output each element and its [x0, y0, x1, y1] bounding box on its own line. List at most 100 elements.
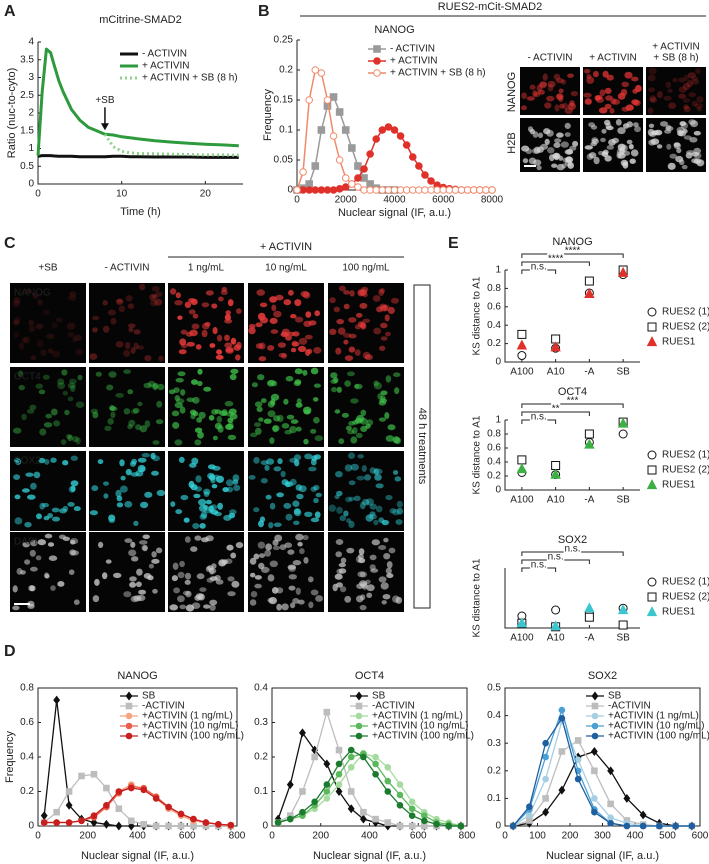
axis: [504, 568, 640, 629]
nucleus: [269, 502, 276, 510]
legend-label: +ACTIVIN (1 ng/mL): [142, 711, 233, 722]
y-tick-label: 0.15: [274, 95, 294, 106]
nucleus: [294, 379, 302, 385]
nucleus: [265, 494, 272, 500]
nucleus: [561, 163, 567, 169]
nucleus: [273, 522, 282, 528]
x-tick-label: 100: [529, 831, 546, 842]
nucleus: [135, 581, 142, 588]
nucleus: [350, 398, 359, 404]
nucleus: [271, 587, 279, 594]
nucleus: [283, 299, 292, 306]
marker: [550, 468, 561, 479]
y-tick-label: 3: [28, 72, 34, 83]
y-tick-label: 0.5: [20, 161, 34, 172]
nucleus: [26, 409, 35, 414]
marker: [78, 817, 85, 825]
nucleus: [67, 295, 77, 301]
legend-label: RUES1: [662, 337, 696, 348]
nucleus: [336, 318, 345, 325]
marker: [125, 722, 133, 730]
nucleus: [12, 605, 20, 611]
nucleus: [298, 337, 308, 345]
nucleus: [98, 541, 104, 549]
nucleus: [385, 375, 392, 383]
marker: [516, 617, 528, 628]
nucleus: [47, 348, 54, 354]
marker: [542, 795, 549, 802]
nucleus: [647, 107, 654, 114]
nucleus: [360, 501, 366, 510]
nucleus: [302, 534, 309, 541]
nucleus: [683, 106, 691, 113]
series-line: [44, 787, 231, 826]
nucleus: [124, 342, 131, 350]
nucleus: [380, 582, 389, 590]
nucleus: [609, 108, 615, 114]
series-line: [103, 133, 239, 157]
nucleus: [115, 392, 124, 398]
nucleus: [313, 497, 319, 504]
nucleus: [188, 298, 196, 303]
marker: [115, 788, 123, 795]
nucleus: [357, 289, 365, 297]
nucleus: [250, 591, 258, 598]
marker: [396, 132, 405, 140]
marker: [656, 822, 663, 830]
micrograph: [89, 451, 165, 531]
nucleus: [668, 102, 676, 109]
nucleus: [602, 149, 609, 155]
nucleus: [348, 452, 355, 460]
nucleus: [199, 514, 207, 520]
micrograph: [328, 367, 404, 447]
nucleus: [308, 601, 314, 609]
nucleus: [194, 427, 203, 433]
marker: [517, 351, 527, 361]
nucleus: [362, 351, 371, 359]
nucleus: [313, 484, 320, 491]
nucleus: [267, 574, 275, 582]
nucleus: [310, 458, 317, 466]
nucleus: [42, 309, 51, 316]
nucleus: [61, 369, 68, 376]
marker: [542, 807, 550, 817]
nucleus: [604, 103, 612, 110]
nucleus: [191, 323, 200, 330]
nucleus: [273, 466, 282, 472]
nucleus: [392, 436, 400, 444]
y-axis-label: KS distance to A1: [472, 415, 483, 494]
nucleus: [543, 128, 551, 135]
row-label: NANOG: [506, 72, 518, 112]
nucleus: [194, 486, 202, 492]
nucleus: [232, 474, 240, 482]
nucleus: [649, 97, 658, 103]
nucleus: [35, 555, 42, 561]
nucleus: [556, 163, 565, 171]
nucleus: [186, 397, 195, 403]
marker: [639, 822, 647, 830]
nucleus: [695, 68, 701, 74]
marker: [396, 802, 404, 809]
nucleus: [233, 344, 241, 351]
nucleus: [37, 299, 43, 306]
nucleus: [141, 544, 148, 551]
nucleus: [180, 389, 186, 396]
nucleus: [359, 417, 368, 425]
nucleus: [344, 464, 353, 472]
y-axis-label: KS distance to A1: [472, 276, 483, 355]
nucleus: [258, 356, 267, 362]
nucleus: [556, 93, 564, 101]
nucleus: [549, 154, 555, 162]
nucleus: [209, 576, 218, 581]
marker: [591, 722, 599, 730]
marker: [373, 69, 381, 77]
nucleus: [28, 319, 35, 327]
y-tick-label: 1: [495, 265, 501, 276]
nucleus: [52, 516, 60, 522]
nucleus: [225, 310, 231, 316]
nucleus: [528, 157, 537, 165]
nucleus: [338, 562, 346, 568]
nucleus: [314, 511, 321, 519]
marker: [558, 715, 566, 722]
marker: [517, 329, 527, 339]
